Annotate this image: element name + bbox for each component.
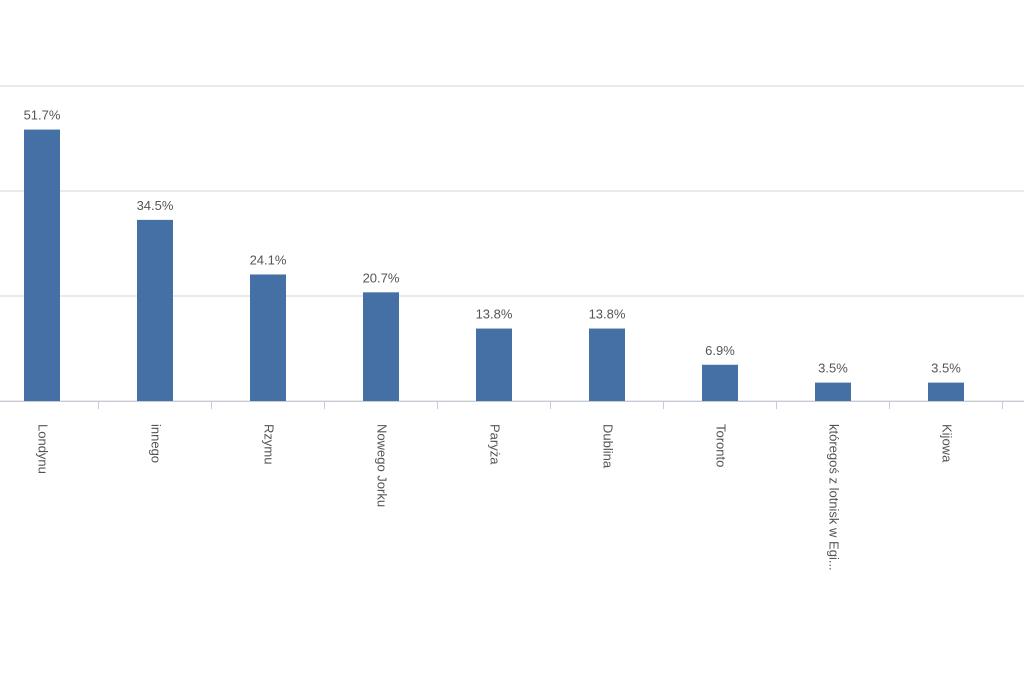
bar bbox=[24, 129, 60, 401]
x-tick-label: któregoś z lotnisk w Egi... bbox=[827, 424, 842, 571]
x-tick-label: innego bbox=[149, 424, 164, 463]
value-label: 13.8% bbox=[476, 307, 513, 322]
x-tick-label: Toronto bbox=[714, 424, 729, 467]
value-label: 13.8% bbox=[589, 307, 626, 322]
bar bbox=[250, 274, 286, 401]
x-tick-label: Rzymu bbox=[262, 424, 277, 464]
bar bbox=[702, 364, 738, 401]
bar bbox=[476, 328, 512, 401]
value-label: 3.5% bbox=[818, 361, 848, 376]
x-tick-label: Kijowa bbox=[940, 424, 955, 463]
value-label: 6.9% bbox=[705, 343, 735, 358]
x-tick-label: Londynu bbox=[36, 424, 51, 474]
x-tick-label: Dublina bbox=[601, 424, 616, 469]
bar bbox=[137, 219, 173, 401]
value-label: 3.5% bbox=[931, 361, 961, 376]
bar bbox=[815, 382, 851, 401]
x-tick-label: Nowego Jorku bbox=[375, 424, 390, 507]
bar bbox=[363, 292, 399, 401]
x-tick-label: Paryża bbox=[488, 424, 503, 465]
value-label: 51.7% bbox=[24, 108, 61, 123]
value-label: 24.1% bbox=[250, 252, 287, 267]
value-label: 34.5% bbox=[137, 198, 174, 213]
bar bbox=[589, 328, 625, 401]
value-label: 20.7% bbox=[363, 270, 400, 285]
bar bbox=[928, 382, 964, 401]
